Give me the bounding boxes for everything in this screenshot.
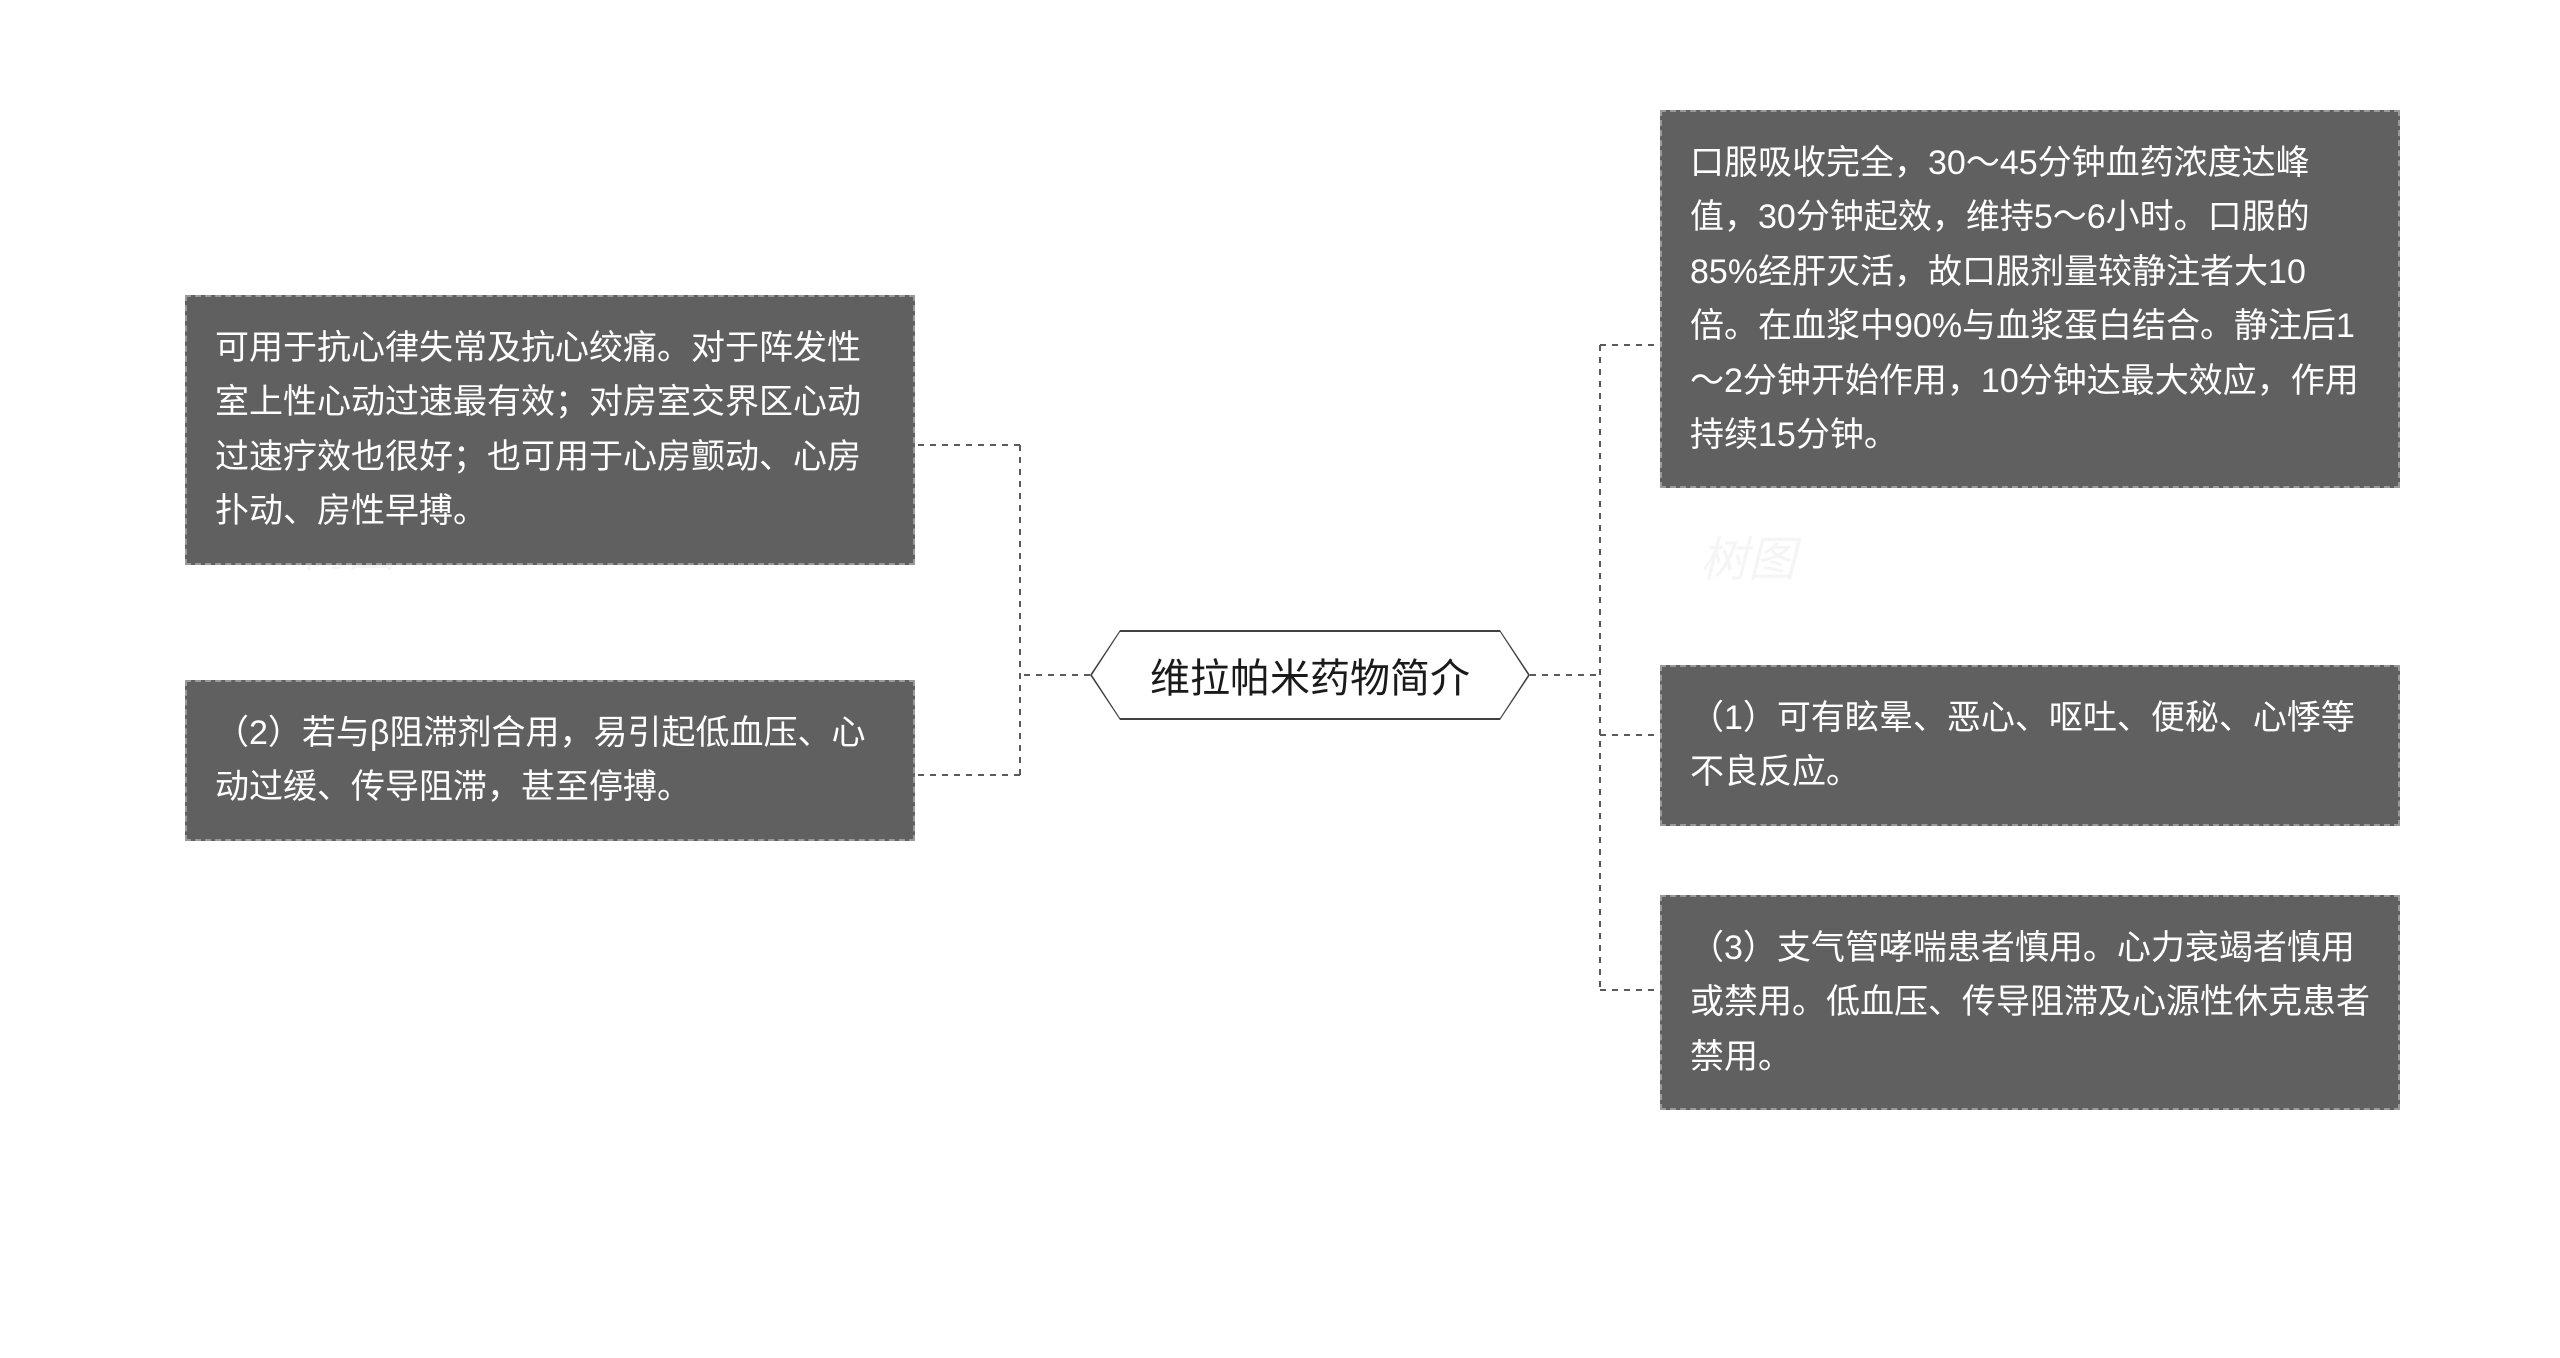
watermark: 树图 xyxy=(1700,520,1796,590)
left-branch-1: 可用于抗心律失常及抗心绞痛。对于阵发性室上性心动过速最有效；对房室交界区心动过速… xyxy=(185,295,915,565)
center-node-label: 维拉帕米药物简介 xyxy=(1150,646,1470,704)
right-branch-1: 口服吸收完全，30～45分钟血药浓度达峰值，30分钟起效，维持5～6小时。口服的… xyxy=(1660,110,2400,488)
branch-text: （3）支气管哮喘患者慎用。心力衰竭者慎用或禁用。低血压、传导阻滞及心源性休克患者… xyxy=(1690,929,2370,1076)
branch-text: （1）可有眩晕、恶心、呕吐、便秘、心悸等不良反应。 xyxy=(1690,699,2355,791)
branch-text: （2）若与β阻滞剂合用，易引起低血压、心动过缓、传导阻滞，甚至停搏。 xyxy=(215,714,865,806)
right-branch-3: （3）支气管哮喘患者慎用。心力衰竭者慎用或禁用。低血压、传导阻滞及心源性休克患者… xyxy=(1660,895,2400,1110)
branch-text: 可用于抗心律失常及抗心绞痛。对于阵发性室上性心动过速最有效；对房室交界区心动过速… xyxy=(215,329,861,530)
left-branch-2: （2）若与β阻滞剂合用，易引起低血压、心动过缓、传导阻滞，甚至停搏。 xyxy=(185,680,915,841)
center-node: 维拉帕米药物简介 xyxy=(1090,630,1530,720)
right-branch-2: （1）可有眩晕、恶心、呕吐、便秘、心悸等不良反应。 xyxy=(1660,665,2400,826)
mindmap-diagram: 树图 树图 维拉帕米药物简介 可用于抗心律失常及抗心绞痛。对于阵发性室上性心动过… xyxy=(0,0,2560,1358)
branch-text: 口服吸收完全，30～45分钟血药浓度达峰值，30分钟起效，维持5～6小时。口服的… xyxy=(1690,144,2359,454)
